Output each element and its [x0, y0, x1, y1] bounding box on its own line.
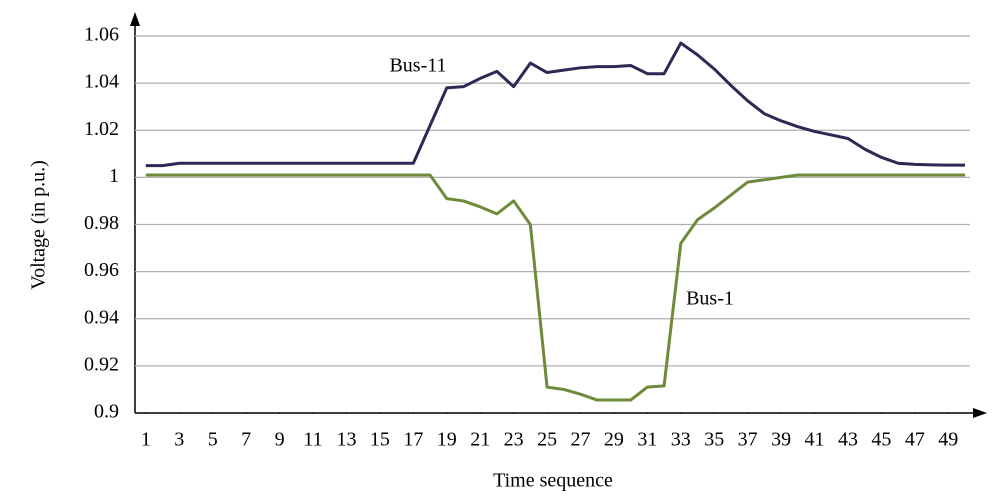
y-tick-label: 1	[109, 165, 119, 187]
y-tick-label: 1.02	[84, 118, 119, 140]
y-tick-label: 0.94	[84, 306, 119, 328]
y-axis-title: Voltage (in p.u.)	[28, 160, 50, 290]
x-axis-arrow	[973, 408, 987, 418]
x-tick-label: 1	[141, 429, 151, 451]
x-tick-label: 15	[370, 429, 390, 451]
series-line	[145, 41, 965, 168]
x-tick-label: 13	[336, 429, 356, 451]
y-tick-label: 0.96	[84, 259, 119, 281]
x-tick-label: 35	[704, 429, 724, 451]
y-tick-label: 0.92	[84, 353, 119, 375]
y-tick-label: 0.9	[94, 401, 119, 423]
x-tick-label: 27	[571, 429, 591, 451]
x-tick-label: 31	[637, 429, 657, 451]
x-tick-label: 25	[537, 429, 557, 451]
x-tick-label: 43	[838, 429, 858, 451]
x-tick-label: 5	[208, 429, 218, 451]
series-line	[145, 173, 965, 402]
x-tick-label: 23	[504, 429, 524, 451]
y-tick-label: 1.06	[84, 24, 119, 46]
x-tick-label: 33	[671, 429, 691, 451]
x-tick-label: 37	[738, 429, 758, 451]
x-tick-label: 29	[604, 429, 624, 451]
series-label: Bus-11	[389, 55, 446, 77]
y-axis-arrow	[130, 12, 140, 26]
x-tick-label: 7	[241, 429, 251, 451]
x-tick-label: 47	[905, 429, 925, 451]
x-tick-label: 49	[938, 429, 958, 451]
x-tick-label: 45	[871, 429, 891, 451]
x-tick-label: 3	[174, 429, 184, 451]
x-tick-label: 41	[805, 429, 825, 451]
x-tick-label: 19	[437, 429, 457, 451]
x-tick-label: 11	[303, 429, 322, 451]
x-tick-label: 9	[275, 429, 285, 451]
y-tick-label: 1.04	[84, 71, 119, 93]
series-label: Bus-1	[686, 288, 734, 310]
x-tick-label: 39	[771, 429, 791, 451]
x-tick-label: 21	[470, 429, 490, 451]
y-tick-label: 0.98	[84, 212, 119, 234]
x-tick-label: 17	[403, 429, 423, 451]
x-axis-title: Time sequence	[493, 470, 613, 492]
